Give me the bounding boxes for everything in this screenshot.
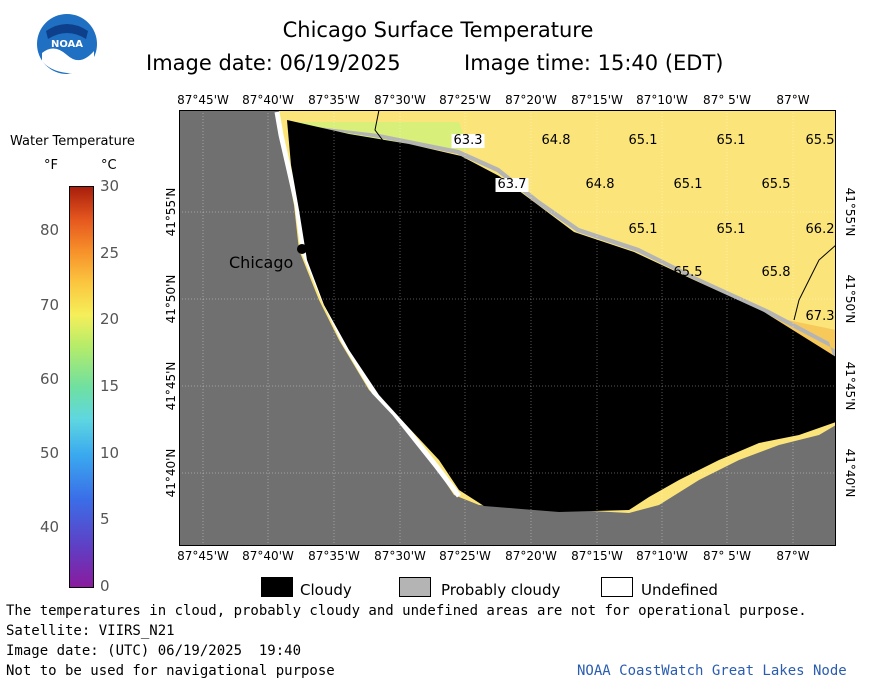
temperature-label: 64.8	[541, 133, 571, 148]
colorbar-c-tick: 10	[100, 443, 120, 462]
colorbar-c-tick: 20	[100, 310, 120, 329]
temperature-label: 65.1	[716, 133, 746, 148]
lon-label-bottom: 87° 5'W	[703, 549, 751, 563]
colorbar-f-tick: 60	[40, 369, 60, 388]
footer-disclaimer: The temperatures in cloud, probably clou…	[6, 603, 807, 619]
lat-label-right: 41°40'N	[843, 448, 857, 498]
lon-label-top: 87°20'W	[505, 93, 557, 107]
lon-label-top: 87°30'W	[374, 93, 426, 107]
lon-label-top: 87°10'W	[636, 93, 688, 107]
lon-label-top: 87°40'W	[242, 93, 294, 107]
lon-label-bottom: 87°25'W	[439, 549, 491, 563]
footer-nav-warning: Not to be used for navigational purpose	[6, 663, 335, 679]
lon-label-top: 87°45'W	[177, 93, 229, 107]
lat-label-left: 41°50'N	[164, 274, 178, 324]
temperature-label: 65.1	[716, 222, 746, 237]
image-date-label: Image date: 06/19/2025	[146, 51, 401, 75]
sst-map	[179, 110, 836, 546]
lat-label-left: 41°45'N	[164, 361, 178, 411]
lon-label-bottom: 87°20'W	[505, 549, 557, 563]
temperature-label: 65.1	[628, 222, 658, 237]
footer-utc-date: Image date: (UTC) 06/19/2025 19:40	[6, 643, 302, 659]
page-title: Chicago Surface Temperature	[282, 18, 594, 42]
colorbar-f-tick: 50	[40, 443, 60, 462]
footer-credit: NOAA CoastWatch Great Lakes Node	[577, 663, 847, 679]
temperature-label: 65.5	[761, 177, 791, 192]
legend-probably-cloudy-swatch	[399, 577, 431, 597]
colorbar-c-tick: 0	[100, 577, 110, 595]
lon-label-top: 87°W	[776, 93, 810, 107]
colorbar-c-tick: 25	[100, 243, 120, 262]
lat-label-right: 41°45'N	[843, 361, 857, 411]
temperature-label: 65.1	[628, 133, 658, 148]
lon-label-bottom: 87°35'W	[308, 549, 360, 563]
legend-probably-cloudy-label: Probably cloudy	[441, 581, 561, 599]
lat-label-left: 41°40'N	[164, 448, 178, 498]
lon-label-bottom: 87°10'W	[636, 549, 688, 563]
lon-label-bottom: 87°W	[776, 549, 810, 563]
lon-label-bottom: 87°40'W	[242, 549, 294, 563]
lat-label-left: 41°55'N	[164, 187, 178, 237]
lon-label-top: 87°25'W	[439, 93, 491, 107]
lat-label-right: 41°50'N	[843, 274, 857, 324]
legend-cloudy-swatch	[261, 577, 293, 597]
colorbar-unit-c: °C	[101, 158, 117, 173]
temperature-label: 65.8	[761, 265, 791, 280]
temperature-label: 65.1	[673, 177, 703, 192]
colorbar-f-tick: 40	[40, 517, 60, 536]
city-label-chicago: Chicago	[229, 253, 294, 272]
lon-label-top: 87° 5'W	[703, 93, 751, 107]
shore-land	[179, 110, 836, 546]
colorbar-c-tick: 15	[100, 377, 120, 395]
noaa-logo: NOAA	[37, 14, 97, 74]
temperature-label: 65.5	[805, 133, 835, 148]
coastline-east	[793, 244, 836, 321]
legend-undefined-swatch	[601, 577, 633, 597]
lon-label-top: 87°35'W	[308, 93, 360, 107]
temperature-label: 65.5	[673, 265, 703, 280]
colorbar	[69, 186, 94, 588]
chicago-marker	[297, 244, 307, 254]
lon-label-bottom: 87°45'W	[177, 549, 229, 563]
lon-label-bottom: 87°15'W	[571, 549, 623, 563]
noaa-logo-text: NOAA	[51, 39, 83, 50]
map-frame	[179, 110, 836, 546]
legend-undefined-label: Undefined	[641, 581, 718, 599]
temperature-label: 64.8	[585, 177, 615, 192]
footer-satellite: Satellite: VIIRS_N21	[6, 623, 175, 639]
coastline-river	[374, 110, 388, 147]
colorbar-title: Water Temperature	[10, 134, 135, 149]
image-time-label: Image time: 15:40 (EDT)	[464, 51, 724, 75]
colorbar-f-tick: 70	[40, 295, 60, 314]
legend-cloudy-label: Cloudy	[300, 581, 352, 599]
colorbar-f-tick: 80	[40, 221, 60, 240]
cloud-mass	[287, 120, 836, 512]
colorbar-unit-f: °F	[44, 158, 58, 173]
temperature-label: 67.3	[805, 309, 835, 324]
colorbar-c-tick: 5	[100, 510, 110, 529]
colorbar-c-tick: 30	[100, 177, 120, 195]
temperature-label: 66.2	[805, 222, 835, 237]
temperature-label: 63.3	[451, 133, 485, 148]
lat-label-right: 41°55'N	[843, 187, 857, 237]
temperature-label: 63.7	[495, 177, 529, 192]
lon-label-bottom: 87°30'W	[374, 549, 426, 563]
lon-label-top: 87°15'W	[571, 93, 623, 107]
